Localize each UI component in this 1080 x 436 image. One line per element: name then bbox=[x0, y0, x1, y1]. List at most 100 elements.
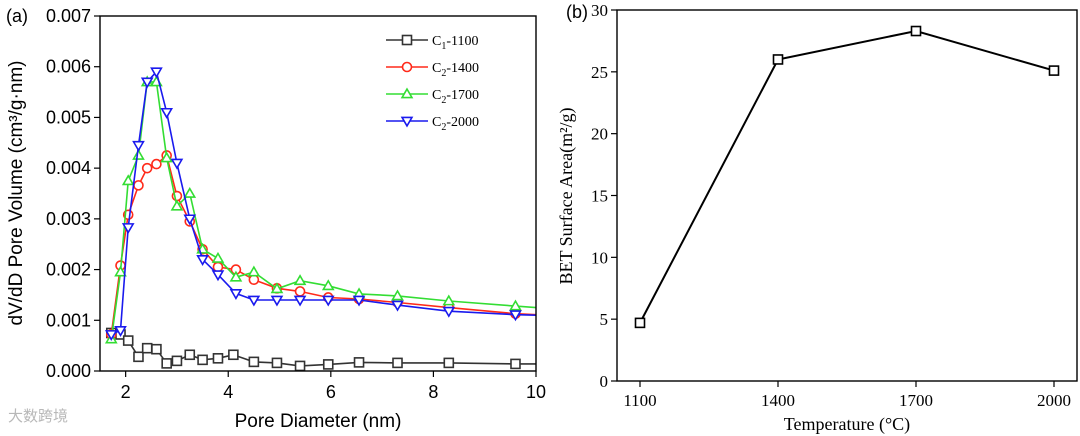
data-point bbox=[391, 289, 404, 301]
data-point bbox=[151, 158, 162, 170]
data-point bbox=[133, 351, 144, 363]
data-point bbox=[104, 330, 118, 342]
data-point bbox=[114, 265, 127, 277]
panel-b-plot-frame bbox=[616, 9, 1078, 382]
data-point bbox=[247, 265, 261, 277]
panel-b: (b) 0 5 10 15 20 25 30 1100 1400 1700 2000 Tempera… bbox=[556, 1, 1078, 435]
data-point bbox=[229, 289, 243, 300]
panel-a-xlabel: Pore Diameter (nm) bbox=[235, 411, 402, 432]
data-point bbox=[122, 335, 134, 346]
panel-a-ylabel: dV/dD Pore Volume (cm³/g·nm) bbox=[6, 60, 27, 325]
data-point bbox=[352, 295, 366, 307]
panel-a-xtick-label: 6 bbox=[326, 382, 336, 402]
data-point bbox=[294, 360, 306, 372]
data-point bbox=[121, 223, 135, 235]
data-point bbox=[442, 306, 456, 318]
data-point bbox=[161, 358, 172, 369]
panel-a-ytick-label: 0.003 bbox=[46, 209, 91, 229]
legend-label-C2-2000: C2-2000 bbox=[432, 115, 479, 133]
data-point bbox=[270, 295, 284, 307]
panel-a-ytick-label: 0.002 bbox=[46, 260, 91, 280]
panel-b-ytick-label: 0 bbox=[600, 372, 609, 391]
data-point bbox=[509, 310, 522, 322]
data-point bbox=[211, 270, 225, 282]
panel-a-xtick-label: 4 bbox=[223, 382, 233, 402]
data-point bbox=[353, 357, 365, 368]
panel-a-ytick-label: 0.001 bbox=[46, 310, 91, 330]
panel-b-xtick-label: 2000 bbox=[1037, 391, 1071, 410]
data-point bbox=[293, 295, 307, 307]
panel-b-label: (b) bbox=[566, 2, 588, 22]
panel-b-ytick-label: 25 bbox=[591, 63, 608, 82]
legend-marker bbox=[401, 34, 413, 46]
data-point bbox=[270, 282, 284, 294]
watermark: 大数跨境 bbox=[8, 405, 68, 426]
legend-label-C2-1400: C2-1400 bbox=[432, 61, 479, 79]
panel-b-xtick-label: 1100 bbox=[623, 391, 656, 410]
data-point bbox=[141, 162, 153, 174]
series-line bbox=[110, 154, 537, 335]
panel-a-ytick-label: 0.005 bbox=[46, 107, 91, 127]
data-point bbox=[271, 357, 283, 369]
data-point bbox=[321, 295, 335, 307]
data-point bbox=[772, 54, 784, 65]
data-point bbox=[183, 186, 197, 198]
data-point bbox=[196, 255, 209, 266]
data-point bbox=[212, 261, 224, 273]
data-point bbox=[392, 357, 403, 369]
panel-b-ylabel: BET Surface Area(m²/g) bbox=[556, 107, 577, 284]
data-point bbox=[150, 67, 163, 79]
data-point bbox=[248, 274, 260, 286]
legend-marker bbox=[400, 87, 414, 99]
watermark-text: 大数跨境 bbox=[8, 407, 69, 425]
panel-a-ytick-label: 0.006 bbox=[46, 57, 91, 77]
panel-a-ytick-label: 0.007 bbox=[46, 6, 91, 26]
legend-marker bbox=[400, 116, 414, 128]
data-point bbox=[132, 140, 145, 152]
panel-a-xtick-label: 8 bbox=[428, 382, 438, 402]
data-point bbox=[509, 299, 522, 311]
data-point bbox=[160, 151, 174, 163]
panel-a-ytick-label: 0.004 bbox=[46, 158, 91, 178]
data-point bbox=[114, 326, 127, 337]
panel-b-ytick-label: 15 bbox=[591, 187, 608, 206]
data-point bbox=[634, 317, 646, 329]
data-point bbox=[197, 354, 208, 366]
series-bet-surface-area bbox=[634, 25, 1060, 329]
data-point bbox=[248, 356, 260, 368]
panel-a: (a) 0.000 0.001 0.002 0.003 0.004 0.005 0.006 0… bbox=[6, 6, 546, 432]
panel-a-legend: C1-1100 C2-1400 C2-1700 C2-2000 bbox=[386, 34, 479, 133]
panel-a-label: (a) bbox=[6, 6, 28, 26]
series-C1-1100 bbox=[105, 327, 536, 372]
data-point bbox=[151, 343, 162, 355]
data-point bbox=[293, 274, 307, 286]
panel-b-ytick-label: 20 bbox=[591, 125, 608, 144]
data-point bbox=[121, 174, 135, 186]
data-point bbox=[170, 199, 184, 211]
data-point bbox=[229, 270, 243, 282]
data-point bbox=[140, 77, 154, 89]
data-point bbox=[141, 342, 153, 354]
panel-a-xtick-label: 10 bbox=[526, 382, 546, 402]
data-point bbox=[184, 349, 196, 361]
panel-a-plot-frame bbox=[99, 15, 537, 372]
data-point bbox=[170, 158, 184, 170]
data-point bbox=[391, 300, 404, 312]
panel-a-xtick-label: 2 bbox=[121, 382, 131, 402]
legend-label-C2-1700: C2-1700 bbox=[432, 88, 479, 106]
panel-b-ytick-label: 30 bbox=[591, 1, 608, 20]
data-point bbox=[211, 251, 225, 263]
panel-b-ytick-label: 10 bbox=[591, 248, 608, 267]
data-point bbox=[212, 353, 224, 364]
panel-a-ytick-label: 0.000 bbox=[46, 361, 91, 381]
data-point bbox=[321, 279, 335, 291]
data-point bbox=[910, 25, 922, 37]
data-point bbox=[133, 180, 144, 191]
data-point bbox=[322, 359, 334, 370]
data-point bbox=[442, 294, 456, 306]
data-point bbox=[228, 349, 239, 361]
panel-b-xtick-label: 1700 bbox=[899, 391, 933, 410]
panel-b-ytick-label: 5 bbox=[600, 310, 609, 329]
panel-b-xtick-label: 1400 bbox=[761, 391, 795, 410]
